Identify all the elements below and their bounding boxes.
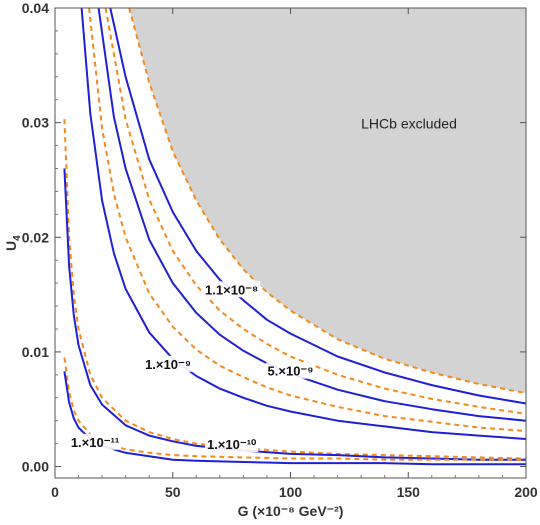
dashed-curve-7	[63, 357, 526, 461]
curve-label: 1.×10⁻¹¹	[71, 435, 119, 450]
curve-label-bg	[203, 281, 261, 298]
solid-curve-2	[97, 8, 526, 422]
y-axis-label: U4	[3, 235, 23, 251]
dashed-curve-5	[63, 119, 526, 460]
curve-label: 1.×10⁻¹⁰	[207, 437, 257, 452]
excluded-region	[129, 8, 526, 394]
x-tick-label: 50	[165, 484, 181, 500]
y-axis-label-sub: 4	[12, 235, 23, 241]
solid-curve-4	[80, 8, 526, 440]
y-tick-label: 0.04	[22, 0, 49, 16]
x-tick-label: 150	[397, 484, 421, 500]
plot-area	[63, 8, 526, 466]
curve-label-bg	[265, 362, 316, 379]
curve-label-bg	[68, 433, 122, 450]
curve-labels: 1.1×10⁻⁸ 5.×10⁻⁹ 1.×10⁻⁹ 1.×10⁻¹⁰ 1.×10⁻¹¹	[68, 281, 316, 453]
solid-curve-6	[63, 168, 526, 461]
curve-label: 1.1×10⁻⁸	[205, 282, 258, 297]
x-tick-label: 0	[51, 484, 59, 500]
excluded-region-label: LHCb excluded	[361, 115, 457, 131]
solid-curve-0	[109, 8, 526, 405]
excluded-boundary-line	[128, 8, 526, 395]
solid-curve-8	[63, 371, 526, 466]
y-tick-label: 0.01	[22, 344, 49, 360]
y-tick-label: 0.03	[22, 115, 49, 131]
y-tick-label: 0.02	[22, 229, 49, 245]
x-tick-label: 100	[279, 484, 303, 500]
x-axis-label: G (×10⁻⁸ GeV⁻²)	[238, 503, 344, 519]
tick-labels: 0 50 100 150 200 0.00 0.01 0.02 0.03 0.04	[22, 0, 538, 500]
dashed-curve-1	[104, 8, 526, 415]
y-axis-label-main: U	[3, 241, 19, 251]
curve-label: 5.×10⁻⁹	[268, 364, 314, 379]
dashed-curve-3	[88, 8, 526, 432]
y-tick-label: 0.00	[22, 459, 49, 475]
axis-ticks	[54, 7, 527, 478]
curve-label-bg	[204, 436, 259, 453]
x-tick-label: 200	[514, 484, 538, 500]
curve-label: 1.×10⁻⁹	[145, 357, 191, 372]
curve-label-bg	[143, 355, 194, 372]
